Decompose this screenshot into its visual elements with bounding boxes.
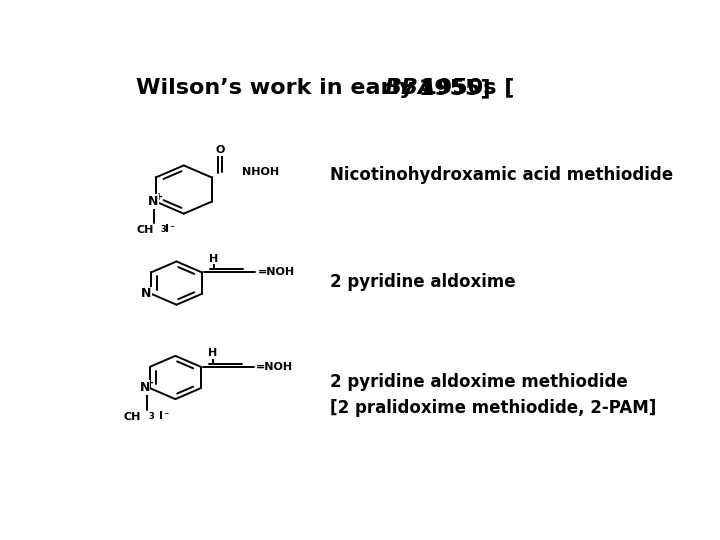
Text: =NOH: =NOH [258,267,294,277]
Text: NHOH: NHOH [242,167,279,177]
Text: +: + [146,378,154,388]
Text: Wilson’s work in early 1950s [: Wilson’s work in early 1950s [ [136,78,515,98]
Text: N: N [148,195,158,208]
Text: H: H [208,348,217,358]
Text: 3: 3 [160,225,166,234]
Text: +: + [155,192,163,202]
Text: ⁻: ⁻ [169,224,174,234]
Text: 1955]: 1955] [411,78,491,98]
Text: I: I [158,411,163,421]
Text: =NOH: =NOH [256,362,294,372]
Text: 3: 3 [148,412,154,421]
Text: I: I [165,224,168,234]
Text: N: N [140,287,151,300]
Text: [2 pralidoxime methiodide, 2-PAM]: [2 pralidoxime methiodide, 2-PAM] [330,399,656,417]
Text: N: N [140,381,150,394]
Text: H: H [210,254,218,264]
Text: Nicotinohydroxamic acid methiodide: Nicotinohydroxamic acid methiodide [330,166,673,184]
Text: CH: CH [137,225,154,235]
Text: 2 pyridine aldoxime methiodide: 2 pyridine aldoxime methiodide [330,373,628,390]
Text: BBA: BBA [384,78,436,98]
Text: O: O [215,145,225,155]
Text: ⁻: ⁻ [163,411,168,421]
Text: 2 pyridine aldoxime: 2 pyridine aldoxime [330,273,516,291]
Text: CH: CH [123,412,140,422]
